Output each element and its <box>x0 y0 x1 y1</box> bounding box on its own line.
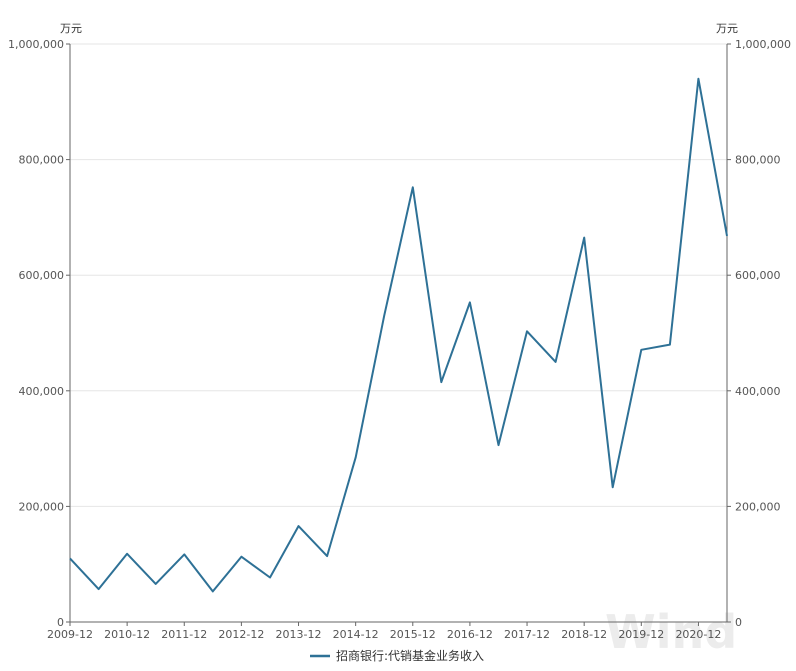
left-unit-label: 万元 <box>60 22 82 35</box>
x-tick-label: 2018-12 <box>561 628 607 641</box>
x-tick-label: 2020-12 <box>675 628 721 641</box>
data-point <box>725 234 729 238</box>
legend-label: 招商银行:代销基金业务收入 <box>336 648 484 663</box>
data-point <box>154 582 158 586</box>
data-point <box>297 524 301 528</box>
x-tick-label: 2014-12 <box>333 628 379 641</box>
data-point <box>325 554 329 558</box>
data-point <box>696 77 700 81</box>
axes <box>66 43 731 626</box>
right-y-tick-label: 1,000,000 <box>735 38 791 51</box>
data-point <box>268 575 272 579</box>
left-y-tick-label: 1,000,000 <box>8 38 64 51</box>
left-y-tick-label: 600,000 <box>19 269 65 282</box>
series-lines <box>68 77 729 593</box>
data-point <box>611 485 615 489</box>
data-point <box>382 314 386 318</box>
x-tick-label: 2019-12 <box>618 628 664 641</box>
right-unit-label: 万元 <box>716 22 738 35</box>
x-tick-label: 2017-12 <box>504 628 550 641</box>
data-point <box>439 380 443 384</box>
right-y-tick-labels: 0 200,000 400,000 600,000 800,000 1,000,000 <box>735 38 791 629</box>
series-line <box>69 77 728 593</box>
legend[interactable]: 招商银行:代销基金业务收入 <box>310 648 484 663</box>
right-y-tick-label: 600,000 <box>735 269 781 282</box>
x-tick-label: 2009-12 <box>47 628 93 641</box>
right-y-tick-label: 400,000 <box>735 385 781 398</box>
gridlines <box>70 43 727 507</box>
left-y-tick-labels: 0 200,000 400,000 600,000 800,000 1,000,000 <box>8 38 64 629</box>
right-y-tick-label: 200,000 <box>735 500 781 513</box>
data-point <box>496 443 500 447</box>
x-tick-labels: 2009-12 2010-12 2011-12 2012-12 2013-12 2014-… <box>47 628 721 641</box>
data-point <box>211 589 215 593</box>
left-y-tick-label: 400,000 <box>19 385 65 398</box>
x-tick-label: 2015-12 <box>390 628 436 641</box>
data-point <box>639 348 643 352</box>
left-y-tick-label: 200,000 <box>19 500 65 513</box>
right-y-tick-label: 800,000 <box>735 154 781 167</box>
right-y-tick-label: 0 <box>735 616 742 629</box>
x-tick-label: 2010-12 <box>104 628 150 641</box>
data-point <box>525 329 529 333</box>
x-tick-label: 2016-12 <box>447 628 493 641</box>
x-tick-label: 2013-12 <box>276 628 322 641</box>
data-point <box>354 455 358 459</box>
left-y-tick-label: 800,000 <box>19 154 65 167</box>
left-y-tick-label: 0 <box>57 616 64 629</box>
data-point <box>68 556 72 560</box>
x-tick-label: 2012-12 <box>218 628 264 641</box>
data-point <box>182 552 186 556</box>
watermark-text: Wind <box>605 605 737 659</box>
data-point <box>239 555 243 559</box>
data-point <box>554 360 558 364</box>
data-point <box>97 587 101 591</box>
data-point <box>668 343 672 347</box>
data-point <box>582 236 586 240</box>
data-point <box>125 552 129 556</box>
x-tick-label: 2011-12 <box>161 628 207 641</box>
data-point <box>468 300 472 304</box>
data-point <box>411 185 415 189</box>
